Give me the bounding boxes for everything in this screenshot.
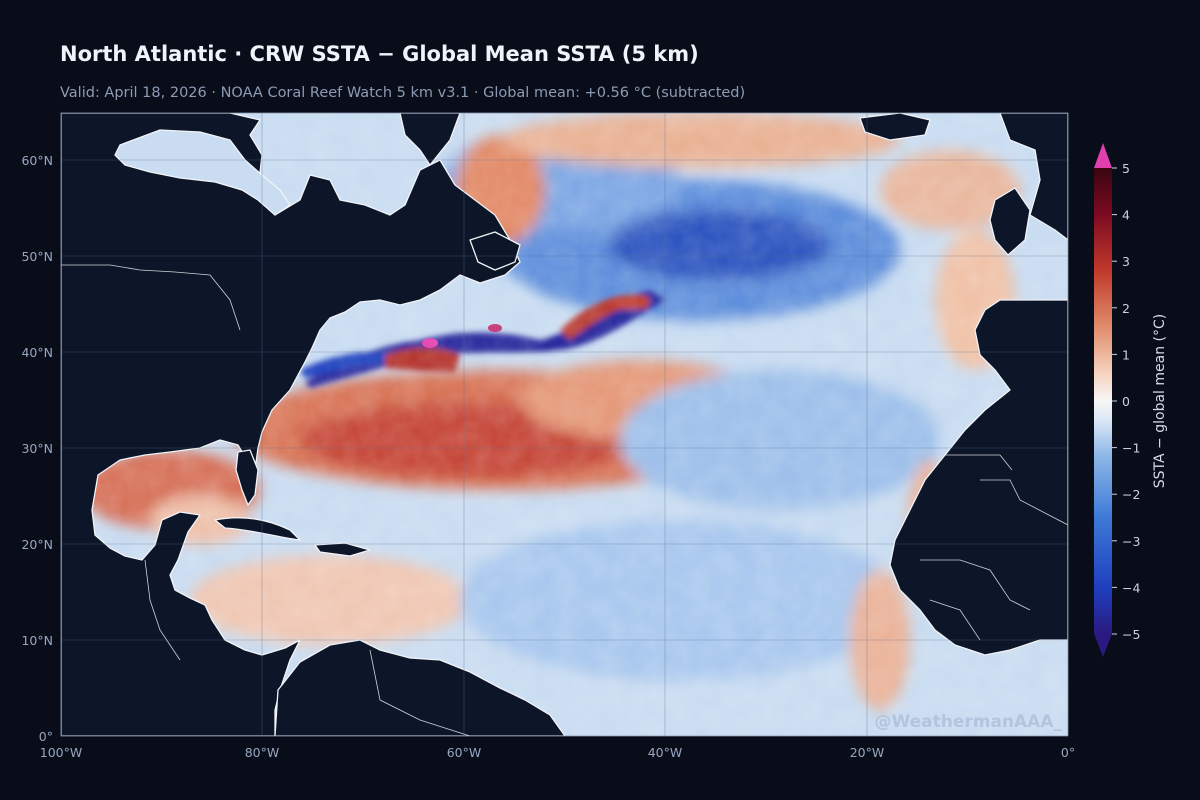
colorbar-tick-label: 3: [1122, 254, 1130, 269]
map-title: North Atlantic · CRW SSTA − Global Mean …: [60, 42, 699, 66]
x-tick-label: 20°W: [850, 745, 885, 760]
y-tick-label: 40°N: [21, 345, 53, 360]
land-masses: [61, 113, 1068, 736]
colorbar-tick-label: −4: [1122, 580, 1140, 595]
x-tick-label: 60°W: [447, 745, 482, 760]
colorbar-gradient: [1094, 168, 1112, 634]
y-tick-label: 20°N: [21, 537, 53, 552]
x-tick-label: 100°W: [40, 745, 82, 760]
colorbar-extend-max: [1094, 143, 1112, 168]
colorbar-tick-label: 0: [1122, 394, 1130, 409]
land-europe-africa: [999, 113, 1068, 241]
colorbar-tick-label: 5: [1122, 161, 1130, 176]
map-subtitle: Valid: April 18, 2026 · NOAA Coral Reef …: [60, 85, 746, 101]
colorbar-tick-label: −5: [1122, 627, 1140, 642]
hudson-bay: [114, 129, 291, 216]
y-tick-label: 60°N: [21, 153, 53, 168]
y-tick-label: 10°N: [21, 633, 53, 648]
graticule: [61, 113, 1068, 736]
y-tick-label: 50°N: [21, 249, 53, 264]
colorbar-tick-label: 1: [1122, 347, 1130, 362]
x-tick-label: 80°W: [245, 745, 280, 760]
colorbar: 5 4 3 2 1 0 −1 −2 −3 −4 −5 SSTA − global…: [1094, 143, 1168, 657]
watermark: @WeathermanAAA_: [874, 712, 1062, 732]
land-uk-ireland: [989, 187, 1031, 256]
land-south-america: [274, 639, 566, 736]
land-cuba: [214, 517, 301, 541]
land-florida: [235, 449, 259, 506]
colorbar-extend-min: [1094, 634, 1112, 657]
colorbar-tick-label: −2: [1122, 487, 1140, 502]
y-axis-ticks: 60°N 50°N 40°N 30°N 20°N 10°N 0°: [21, 153, 53, 744]
country-borders: [61, 264, 1068, 736]
y-tick-label: 0°: [39, 729, 53, 744]
land-iberia-africa: [889, 299, 1068, 656]
x-tick-label: 40°W: [648, 745, 683, 760]
land-newfoundland: [469, 231, 521, 271]
land-hispaniola: [314, 542, 371, 557]
y-tick-label: 30°N: [21, 441, 53, 456]
land-greenland: [399, 113, 461, 166]
colorbar-tick-label: −3: [1122, 534, 1140, 549]
colorbar-tick-label: 4: [1122, 208, 1130, 223]
map-frame: [60, 112, 1069, 737]
colorbar-title: SSTA − global mean (°C): [1152, 314, 1168, 488]
colorbar-tick-label: −1: [1122, 441, 1140, 456]
x-tick-label: 0°: [1061, 745, 1075, 760]
land-iceland: [859, 113, 931, 141]
x-axis-ticks: 100°W 80°W 60°W 40°W 20°W 0°: [40, 745, 1075, 760]
colorbar-tick-label: 2: [1122, 301, 1130, 316]
